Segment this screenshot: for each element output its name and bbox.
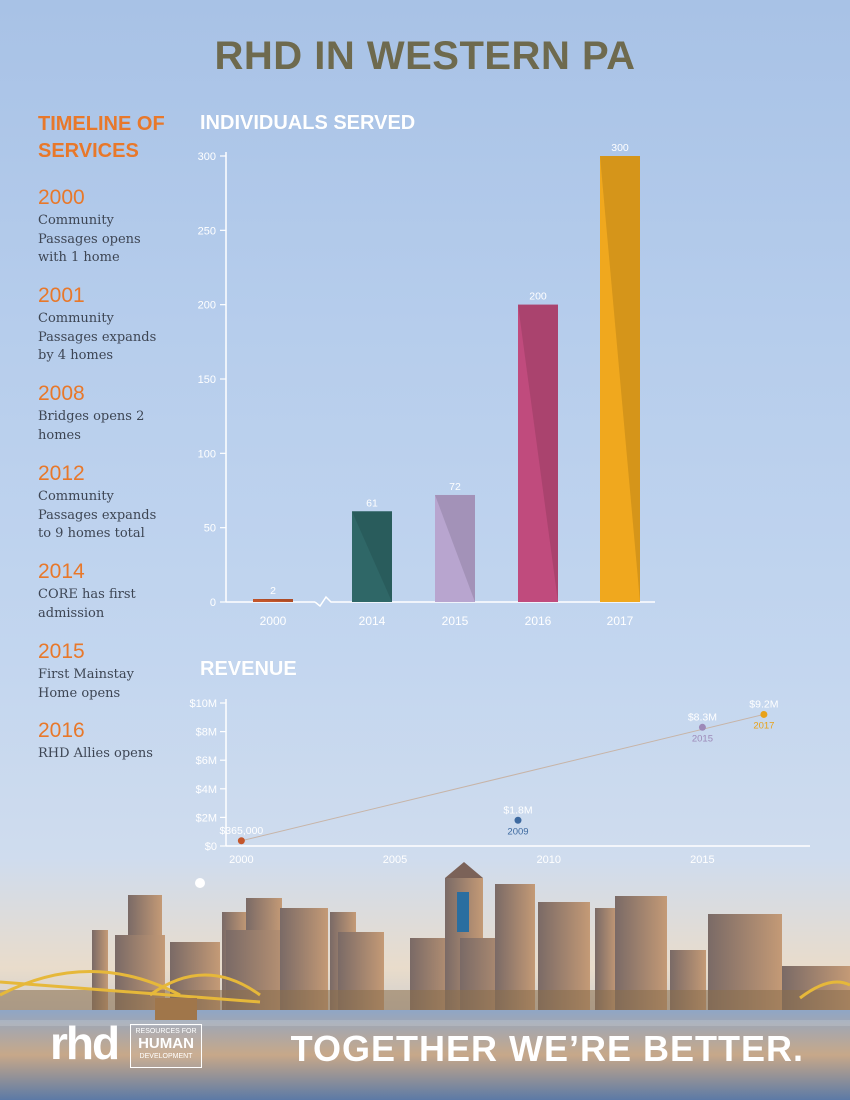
logo-line-3: DEVELOPMENT — [139, 1053, 193, 1060]
bar-chart-title: INDIVIDUALS SERVED — [200, 112, 416, 134]
y-tick-label: $2M — [196, 812, 217, 824]
timeline-year: 2015 — [38, 640, 85, 663]
y-tick-label: 0 — [210, 597, 216, 609]
timeline-text: Bridges opens 2 homes — [38, 409, 145, 443]
city-skyline-image — [0, 862, 850, 1100]
bar-data-label: 72 — [449, 481, 461, 493]
data-point — [760, 710, 768, 718]
x-tick-label: 2016 — [525, 614, 552, 628]
data-point — [237, 837, 245, 845]
y-tick-label: 250 — [198, 225, 216, 237]
point-value-label: $8.3M — [688, 711, 717, 723]
timeline-year: 2008 — [38, 382, 85, 405]
y-tick-label: $6M — [196, 755, 217, 767]
y-tick-label: $4M — [196, 784, 217, 796]
timeline-year: 2012 — [38, 462, 85, 485]
page-title: RHD IN WESTERN PA — [214, 34, 636, 78]
timeline-item: 2014 CORE has first admission — [38, 560, 173, 623]
timeline-item: 2015 First Mainstay Home opens — [38, 640, 173, 703]
trend-line — [241, 713, 765, 842]
tagline: TOGETHER WE’RE BETTER. — [290, 1028, 804, 1069]
x-tick-label: 2017 — [607, 614, 634, 628]
y-tick-label: $0 — [205, 841, 217, 853]
point-value-label: $365,000 — [219, 825, 263, 837]
data-point — [698, 723, 706, 731]
y-tick-label: 100 — [198, 448, 216, 460]
timeline-item: 2001 Community Passages expands by 4 hom… — [38, 284, 173, 366]
timeline-year: 2001 — [38, 284, 85, 307]
timeline-text: RHD Allies opens — [38, 746, 153, 761]
bar-data-label: 2 — [270, 585, 276, 597]
y-tick-label: 200 — [198, 300, 216, 312]
x-tick-label: 2014 — [359, 614, 386, 628]
point-year-label: 2015 — [692, 733, 713, 744]
timeline-text: Community Passages opens with 1 home — [38, 213, 141, 265]
x-tick-label: 2000 — [229, 854, 253, 866]
x-tick-label: 2000 — [260, 614, 287, 628]
timeline-text: First Mainstay Home opens — [38, 667, 135, 701]
logo-rhd-text: rhd — [50, 1017, 120, 1069]
logo-line-1: RESOURCES FOR — [135, 1028, 197, 1035]
bar-shade — [518, 304, 558, 602]
logo-line-2: HUMAN — [138, 1035, 194, 1052]
bar-shade — [600, 156, 640, 602]
point-value-label: $9.2M — [749, 698, 778, 710]
logo-box: RESOURCES FOR HUMAN DEVELOPMENT — [130, 1024, 202, 1068]
y-tick-label: 50 — [204, 523, 216, 535]
bar-shade — [435, 494, 475, 602]
bar-shade — [253, 599, 293, 602]
y-tick-label: 300 — [198, 151, 216, 163]
bar-shade — [352, 511, 392, 602]
timeline-text: Community Passages expands by 4 homes — [38, 311, 157, 363]
point-year-label: 2009 — [507, 826, 528, 837]
point-year-label: 2017 — [753, 720, 774, 731]
y-tick-label: 150 — [198, 374, 216, 386]
revenue-chart-title: REVENUE — [200, 658, 297, 680]
timeline-item: 2008 Bridges opens 2 homes — [38, 382, 173, 445]
y-tick-label: $8M — [196, 727, 217, 739]
x-tick-label: 2015 — [690, 854, 714, 866]
point-value-label: $1.8M — [503, 804, 532, 816]
x-tick-label: 2005 — [383, 854, 407, 866]
bar-data-label: 200 — [529, 291, 547, 303]
x-tick-label: 2010 — [536, 854, 560, 866]
y-tick-label: $10M — [189, 698, 217, 710]
timeline-heading: TIMELINE OF SERVICES — [38, 113, 165, 162]
timeline-year: 2014 — [38, 560, 85, 583]
timeline-item: 2012 Community Passages expands to 9 hom… — [38, 462, 173, 544]
data-point — [514, 816, 522, 824]
timeline-year: 2000 — [38, 186, 85, 209]
x-tick-label: 2015 — [442, 614, 469, 628]
timeline-item: 2016 RHD Allies opens — [38, 719, 173, 764]
axis-break-mark — [314, 595, 334, 608]
bar-data-label: 61 — [366, 497, 378, 509]
timeline-item: 2000 Community Passages opens with 1 hom… — [38, 186, 173, 268]
bar-data-label: 300 — [611, 142, 629, 154]
timeline-year: 2016 — [38, 719, 85, 742]
timeline-text: Community Passages expands to 9 homes to… — [38, 489, 157, 541]
timeline-text: CORE has first admission — [38, 587, 136, 621]
